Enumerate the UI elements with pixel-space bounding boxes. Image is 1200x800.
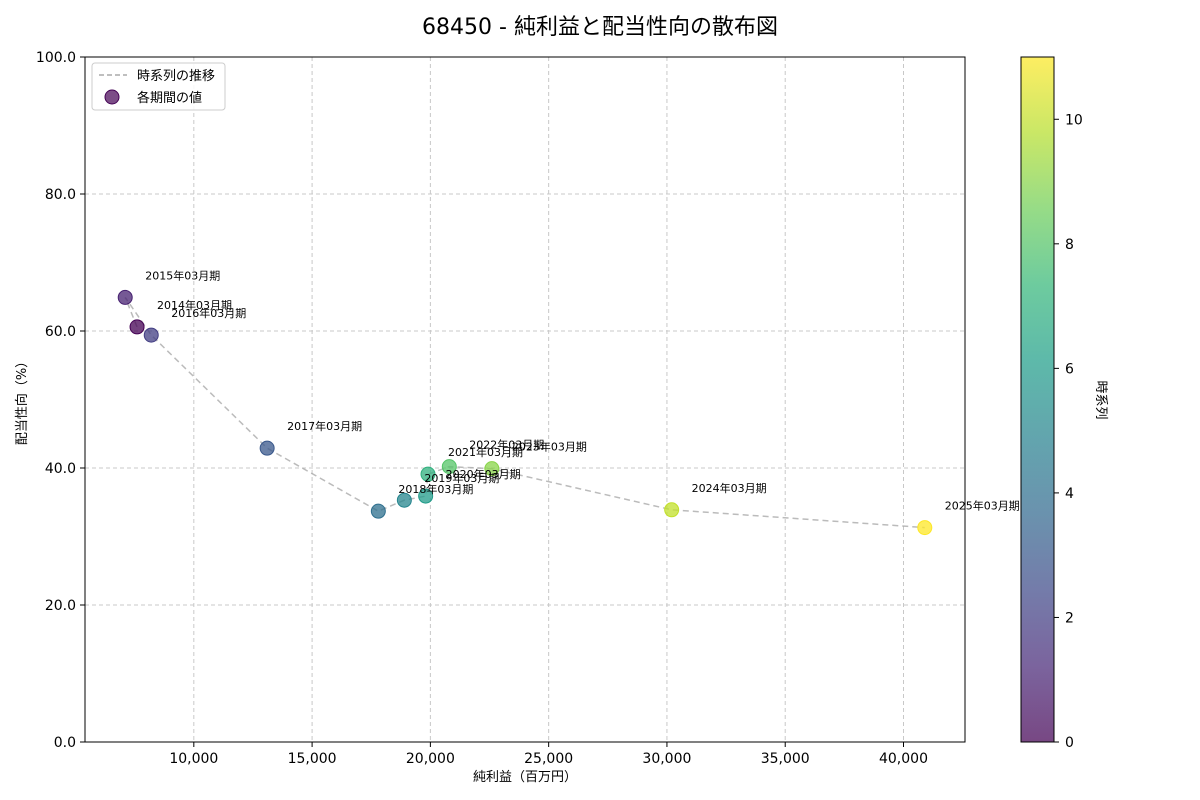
data-point [143,327,159,343]
y-tick-label: 60.0 [45,324,76,340]
data-point [370,503,386,519]
x-axis-label: 純利益（百万円） [473,770,577,785]
point-label: 2021年03月期 [448,445,523,459]
point-label: 2020年03月期 [446,467,521,481]
point-label: 2024年03月期 [692,481,767,495]
data-point [259,440,275,456]
point-label: 2018年03月期 [398,482,473,496]
y-tick-label: 40.0 [45,461,76,477]
colorbar-frame [1020,56,1055,743]
colorbar-tick-label: 0 [1065,735,1074,751]
chart-title: 68450 - 純利益と配当性向の散布図 [422,15,778,40]
colorbar: 0 2 4 6 8 10 時系列 [1020,56,1108,751]
point-label: 2014年03月期 [157,298,232,312]
legend-marker-swatch [104,89,120,105]
data-point [917,520,933,536]
data-point [484,461,500,477]
x-tick-label: 35,000 [761,751,810,767]
points-group [117,289,933,536]
x-tick-label: 30,000 [642,751,691,767]
x-tick-label: 15,000 [288,751,337,767]
point-labels-group: 2014年03月期 2015年03月期 2016年03月期 2017年03月期 2018… [145,268,1020,512]
legend-label-points: 各期間の値 [137,90,202,106]
x-tick-label: 20,000 [406,751,455,767]
point-label: 2023年03月期 [512,440,587,454]
data-point [117,289,133,305]
legend-label-trend: 時系列の推移 [137,69,215,84]
point-label: 2019年03月期 [424,471,499,485]
point-label: 2017年03月期 [287,419,362,433]
legend: 時系列の推移 各期間の値 [91,62,226,111]
colorbar-gradient [1021,57,1054,742]
trend-line [124,297,925,529]
colorbar-tick-label: 2 [1065,610,1074,626]
colorbar-tick-label: 10 [1065,112,1083,128]
grid [85,57,965,742]
colorbar-tick-label: 6 [1065,361,1074,377]
y-tick-label: 0.0 [54,735,76,751]
colorbar-tick-label: 8 [1065,237,1074,253]
data-point [420,466,436,482]
x-tick-label: 25,000 [524,751,573,767]
colorbar-tick-label: 4 [1065,486,1074,502]
colorbar-ticks: 0 2 4 6 8 10 [1054,112,1083,751]
colorbar-label: 時系列 [1093,380,1108,419]
data-point [664,502,680,518]
data-point [396,492,412,508]
y-tick-label: 20.0 [45,598,76,614]
y-axis-label: 配当性向（%） [14,355,30,445]
point-label: 2025年03月期 [945,499,1020,513]
y-tick-label: 80.0 [45,187,76,203]
plot-frame [84,56,966,743]
x-tick-label: 10,000 [169,751,218,767]
x-axis: 10,000 15,000 20,000 25,000 30,000 35,000 40,0… [169,742,928,767]
data-point [441,459,457,475]
x-tick-label: 40,000 [879,751,928,767]
point-label: 2015年03月期 [145,268,220,282]
data-point [129,319,145,335]
y-tick-label: 100.0 [36,50,76,66]
trend-line-group [124,297,925,529]
point-label: 2022年03月期 [469,438,544,452]
data-point [418,488,434,504]
point-label: 2016年03月期 [171,306,246,320]
y-axis: 0.0 20.0 40.0 60.0 80.0 100.0 [36,50,85,751]
